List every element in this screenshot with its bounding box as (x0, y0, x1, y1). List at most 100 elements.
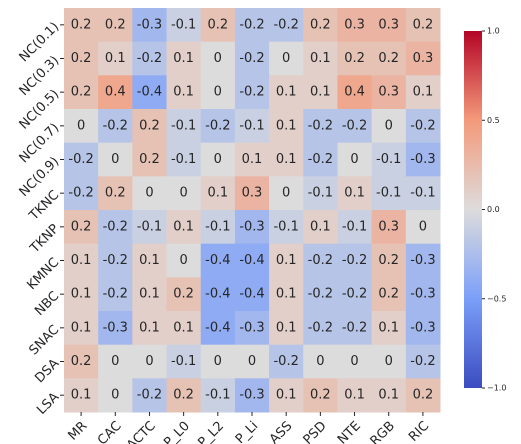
cell-label: 0.2 (105, 17, 126, 32)
heatmap-cell (132, 210, 168, 245)
cell-label: -0.3 (239, 388, 264, 403)
cell-label: -0.2 (342, 320, 367, 335)
heatmap-cell (405, 277, 441, 312)
heatmap-cell (405, 243, 441, 278)
x-tick-label: RIC (406, 419, 432, 444)
cell-label: 0.4 (105, 85, 126, 100)
cell-label: -0.4 (239, 287, 264, 302)
heatmap-cell (405, 378, 441, 413)
cell-label: -0.2 (68, 152, 93, 167)
heatmap-cell (166, 311, 202, 346)
cell-label: 0 (111, 388, 119, 403)
cell-label: -0.2 (273, 354, 298, 369)
colorbar: 1.0 0.5 0.0 −0.5 −1.0 (464, 27, 506, 393)
cell-label: 0.3 (378, 85, 399, 100)
cell-label: -0.2 (239, 85, 264, 100)
cell-label: -0.2 (103, 253, 128, 268)
heatmap-cell (234, 109, 270, 144)
cell-label: -0.3 (410, 253, 435, 268)
cell-label: 0.1 (173, 219, 194, 234)
cell-label: -0.2 (68, 186, 93, 201)
heatmap-cell (200, 176, 236, 211)
heatmap-cell (269, 378, 304, 413)
heatmap-cell (337, 311, 373, 346)
heatmap-cell (303, 8, 338, 43)
heatmap-cell (303, 75, 338, 110)
x-tick-label: ACTC (124, 419, 159, 444)
cell-label: 0.1 (207, 186, 228, 201)
cell-label: -0.2 (205, 118, 230, 133)
cell-label: -0.1 (376, 152, 401, 167)
cell-label: 0.1 (344, 186, 365, 201)
cell-label: 0.2 (207, 17, 228, 32)
colorbar-tick-label: 1.0 (487, 27, 500, 36)
heatmap-cell (269, 176, 304, 211)
heatmap-cell (269, 210, 304, 245)
heatmap-cell (269, 109, 304, 144)
heatmap-cell (269, 243, 304, 278)
heatmap-cell (234, 41, 270, 76)
heatmap-cell (234, 378, 270, 413)
cell-label: 0.1 (276, 320, 297, 335)
heatmap-cell (371, 243, 407, 278)
cell-label: 0.2 (71, 51, 92, 66)
heatmap-cell (64, 378, 99, 413)
heatmap-cell (371, 109, 407, 144)
cell-label: -0.2 (308, 152, 333, 167)
cell-label: -0.4 (205, 320, 230, 335)
heatmap-cell (200, 378, 236, 413)
heatmap-cell (234, 344, 270, 379)
cell-label: -0.2 (308, 253, 333, 268)
heatmap-cell (166, 378, 202, 413)
heatmap-cell (234, 277, 270, 312)
cell-label: -0.1 (342, 219, 367, 234)
heatmap-cell (64, 210, 99, 245)
cell-label: -0.1 (205, 388, 230, 403)
heatmap-cell (200, 243, 236, 278)
heatmap-cell (405, 109, 441, 144)
heatmap-cell (64, 109, 99, 144)
heatmap-cell (405, 311, 441, 346)
x-tick-label: ASS (267, 419, 296, 444)
cell-label: 0 (145, 354, 153, 369)
cell-label: 0 (282, 51, 290, 66)
heatmap-cell (64, 75, 99, 110)
cell-label: 0.2 (378, 287, 399, 302)
heatmap-cell (98, 243, 133, 278)
heatmap-cell (371, 311, 407, 346)
heatmap-cell (166, 8, 202, 43)
heatmap-cell (337, 378, 373, 413)
heatmap-cell (405, 8, 441, 43)
cell-label: -0.1 (376, 186, 401, 201)
cell-label: -0.2 (103, 219, 128, 234)
heatmap-cell (200, 109, 236, 144)
heatmap-cell (98, 344, 133, 379)
cell-label: 0.1 (173, 320, 194, 335)
heatmap-cell (200, 75, 236, 110)
cell-label: 0.2 (413, 388, 434, 403)
heatmap-cell (166, 41, 202, 76)
cell-label: -0.2 (137, 51, 162, 66)
heatmap-cell (200, 41, 236, 76)
cell-label: 0.2 (71, 85, 92, 100)
heatmap-cell (269, 277, 304, 312)
cell-label: 0.1 (310, 219, 331, 234)
cell-label: 0 (248, 354, 256, 369)
cell-label: -0.2 (137, 388, 162, 403)
cell-label: 0.1 (413, 85, 434, 100)
heatmap-cell (132, 8, 168, 43)
heatmap-cell (166, 277, 202, 312)
heatmap-cell (64, 41, 99, 76)
heatmap-cell (337, 41, 373, 76)
heatmap-cell (132, 243, 168, 278)
cell-label: 0 (419, 219, 427, 234)
cell-label: 0.1 (173, 85, 194, 100)
heatmap-cell (269, 8, 304, 43)
cell-label: 0.1 (139, 287, 160, 302)
cell-label: 0 (214, 152, 222, 167)
cell-label: 0.1 (242, 152, 263, 167)
cell-label: -0.3 (239, 219, 264, 234)
cell-label: 0.2 (310, 388, 331, 403)
heatmap-cell (234, 243, 270, 278)
